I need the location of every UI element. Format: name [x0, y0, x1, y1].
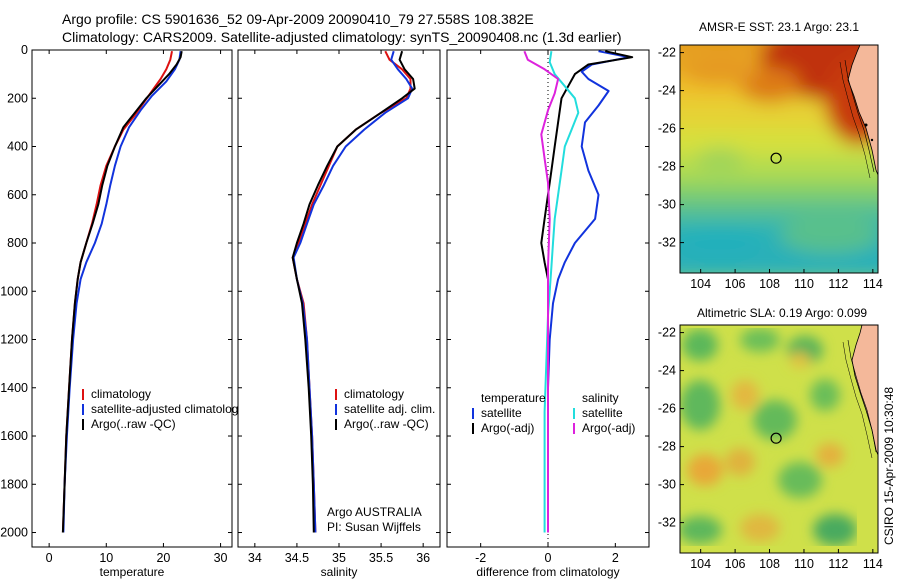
temperature-panel: 0 10 20 30 0 200 400 600 800 1000 1200 1400 1600 1800… — [0, 43, 244, 579]
map-y-tick-label: -26 — [658, 122, 676, 136]
map-y-tick-label: -24 — [658, 84, 676, 98]
x-axis-label: difference from climatology — [476, 565, 619, 579]
legend-label: satellite — [582, 406, 623, 420]
series-line — [292, 50, 414, 533]
map-x-tick-label: 104 — [690, 557, 711, 571]
y-tick-label: 1600 — [0, 429, 28, 443]
y-tick-label: 1400 — [0, 381, 28, 395]
map-x-tick-label: 106 — [725, 277, 746, 291]
x-tick-label: 35.5 — [369, 551, 393, 565]
legend-label: climatology — [344, 387, 404, 401]
y-tick-label: 2000 — [0, 526, 28, 540]
map-x-tick-label: 110 — [794, 557, 814, 571]
sst-map-field — [680, 45, 878, 273]
x-tick-label: 0 — [46, 551, 53, 565]
y-tick-label: 600 — [7, 188, 28, 202]
map-y-tick-label: -24 — [658, 364, 676, 378]
map-y-tick-label: -32 — [658, 236, 676, 250]
y-tick-label: 800 — [7, 236, 28, 250]
argo-group-label: Argo AUSTRALIA — [327, 505, 422, 519]
x-tick-label: 0 — [545, 551, 552, 565]
map-y-tick-label: -30 — [658, 198, 676, 212]
x-tick-label: 2 — [612, 551, 619, 565]
series-line — [543, 51, 580, 533]
pi-label: PI: Susan Wijffels — [327, 520, 421, 534]
x-tick-label: 35 — [332, 551, 346, 565]
map-y-tick-label: -30 — [658, 478, 676, 492]
credit-label: CSIRO 15-Apr-2009 10:30:48 — [882, 387, 896, 545]
map-x-tick-label: 110 — [794, 277, 814, 291]
map-y-tick-label: -28 — [658, 440, 676, 454]
map-x-tick-label: 108 — [759, 277, 780, 291]
sla-map-title: Altimetric SLA: 0.19 Argo: 0.099 — [697, 306, 867, 320]
sla-map-field — [680, 325, 878, 553]
map-x-tick-label: 106 — [725, 557, 746, 571]
series-line — [523, 50, 560, 533]
legend-label: Argo(-adj) — [481, 421, 534, 435]
map-x-tick-label: 114 — [863, 557, 883, 571]
sla-map-panel: Altimetric SLA: 0.19 Argo: 0.099 104 106 1… — [658, 306, 883, 571]
series-line — [61, 51, 183, 533]
sst-map-panel: AMSR-E SST: 23.1 Argo: 23.1 104 106 108 110… — [658, 20, 883, 291]
y-tick-label: 0 — [21, 43, 28, 57]
y-tick-label: 400 — [7, 140, 28, 154]
plot-area — [237, 49, 441, 548]
map-x-tick-label: 114 — [863, 277, 883, 291]
x-tick-label: 10 — [99, 551, 113, 565]
x-tick-label: 30 — [214, 551, 228, 565]
argo-float-marker — [770, 432, 782, 444]
map-x-tick-label: 112 — [828, 557, 848, 571]
x-tick-label: 34 — [248, 551, 262, 565]
figure-title-line1: Argo profile: CS 5901636_52 09-Apr-2009 … — [62, 11, 534, 27]
salinity-panel: 34 34.5 35 35.5 36 salinity climatologysatelli… — [237, 49, 441, 579]
x-tick-label: 36 — [416, 551, 430, 565]
x-axis-label: salinity — [321, 565, 358, 579]
y-tick-label: 1800 — [0, 477, 28, 491]
legend-header-temperature: temperature — [481, 391, 546, 405]
map-y-tick-label: -32 — [658, 516, 676, 530]
map-y-tick-label: -26 — [658, 402, 676, 416]
legend-label: satellite adj. clim. — [344, 402, 435, 416]
y-tick-label: 200 — [7, 91, 28, 105]
map-x-tick-label: 108 — [759, 557, 780, 571]
map-y-tick-label: -22 — [658, 46, 676, 60]
sst-map-title: AMSR-E SST: 23.1 Argo: 23.1 — [699, 20, 859, 34]
legend-label: Argo(..raw -QC) — [344, 417, 429, 431]
map-x-tick-label: 112 — [828, 277, 848, 291]
legend-label: climatology — [91, 387, 151, 401]
legend-label: Argo(..raw -QC) — [91, 417, 176, 431]
argo-float-marker — [770, 152, 782, 164]
series-line — [291, 50, 416, 533]
y-tick-label: 1000 — [0, 284, 28, 298]
x-tick-label: 20 — [156, 551, 170, 565]
map-y-tick-label: -22 — [658, 326, 676, 340]
map-x-tick-label: 104 — [690, 277, 711, 291]
legend-header-salinity: salinity — [582, 391, 619, 405]
y-tick-label: 1200 — [0, 333, 28, 347]
x-tick-label: -2 — [475, 551, 486, 565]
series-line — [547, 50, 630, 533]
legend-label: satellite — [481, 406, 522, 420]
map-y-tick-label: -28 — [658, 160, 676, 174]
x-axis-label: temperature — [100, 565, 165, 579]
figure-title-line2: Climatology: CARS2009. Satellite-adjuste… — [62, 29, 622, 45]
x-tick-label: 34.5 — [285, 551, 309, 565]
legend-label: Argo(-adj) — [582, 421, 635, 435]
legend-label: satellite-adjusted climatology — [91, 402, 244, 416]
